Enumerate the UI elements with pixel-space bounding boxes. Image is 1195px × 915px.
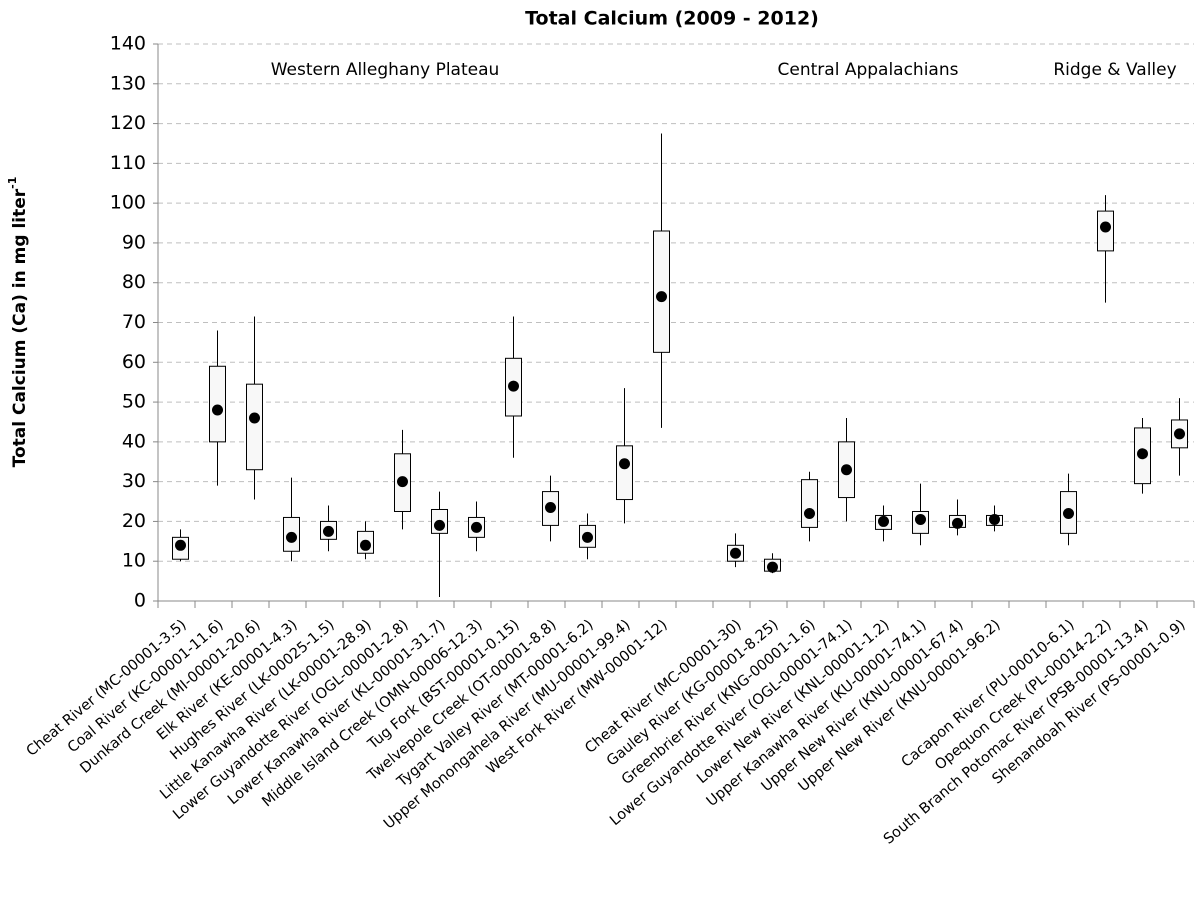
y-tick-label: 120	[110, 112, 146, 134]
median-dot	[1063, 507, 1074, 519]
chart-title: Total Calcium (2009 - 2012)	[525, 8, 819, 30]
median-dot	[656, 291, 667, 303]
median-dot	[804, 507, 815, 519]
box	[246, 383, 263, 471]
median-dot	[1137, 448, 1148, 460]
region-label: Western Alleghany Plateau	[271, 60, 500, 80]
median-dot	[915, 513, 926, 525]
median-dot	[212, 404, 223, 416]
median-dot	[619, 458, 630, 470]
median-dot	[952, 517, 963, 529]
y-tick-label: 140	[110, 33, 146, 55]
median-dot	[323, 525, 334, 537]
y-tick-label: 30	[122, 470, 146, 492]
y-tick-label: 80	[122, 271, 146, 293]
y-axis-label-text: Total Calcium (Ca) in mg liter	[10, 188, 30, 467]
y-tick-label: 40	[122, 430, 146, 452]
median-dot	[175, 539, 186, 551]
y-tick-label: 50	[122, 391, 146, 413]
median-dot	[249, 412, 260, 424]
median-dot	[582, 531, 593, 543]
region-label: Central Appalachians	[778, 60, 959, 80]
y-tick-label: 110	[110, 152, 146, 174]
box	[209, 365, 226, 443]
median-dot	[471, 521, 482, 533]
median-dot	[989, 513, 1000, 525]
y-tick-label: 90	[122, 231, 146, 253]
median-dot	[360, 539, 371, 551]
box	[616, 445, 633, 501]
y-tick-label: 130	[110, 72, 146, 94]
median-dot	[397, 476, 408, 488]
y-tick-label: 0	[134, 590, 146, 612]
median-dot	[434, 519, 445, 531]
y-tick-label: 20	[122, 510, 146, 532]
median-dot	[767, 561, 778, 573]
y-axis-label-superscript: -1	[6, 177, 19, 189]
median-dot	[545, 502, 556, 514]
y-tick-label: 100	[110, 192, 146, 214]
median-dot	[1100, 221, 1111, 233]
y-axis-label: Total Calcium (Ca) in mg liter-1	[6, 177, 30, 468]
median-dot	[878, 515, 889, 527]
median-dot	[1174, 428, 1185, 440]
median-dot	[286, 531, 297, 543]
region-label: Ridge & Valley	[1053, 60, 1176, 80]
median-dot	[841, 464, 852, 476]
y-tick-label: 70	[122, 311, 146, 333]
median-dot	[508, 380, 519, 392]
y-tick-label: 10	[122, 550, 146, 572]
box	[801, 479, 818, 528]
median-dot	[730, 547, 741, 559]
y-tick-label: 60	[122, 351, 146, 373]
